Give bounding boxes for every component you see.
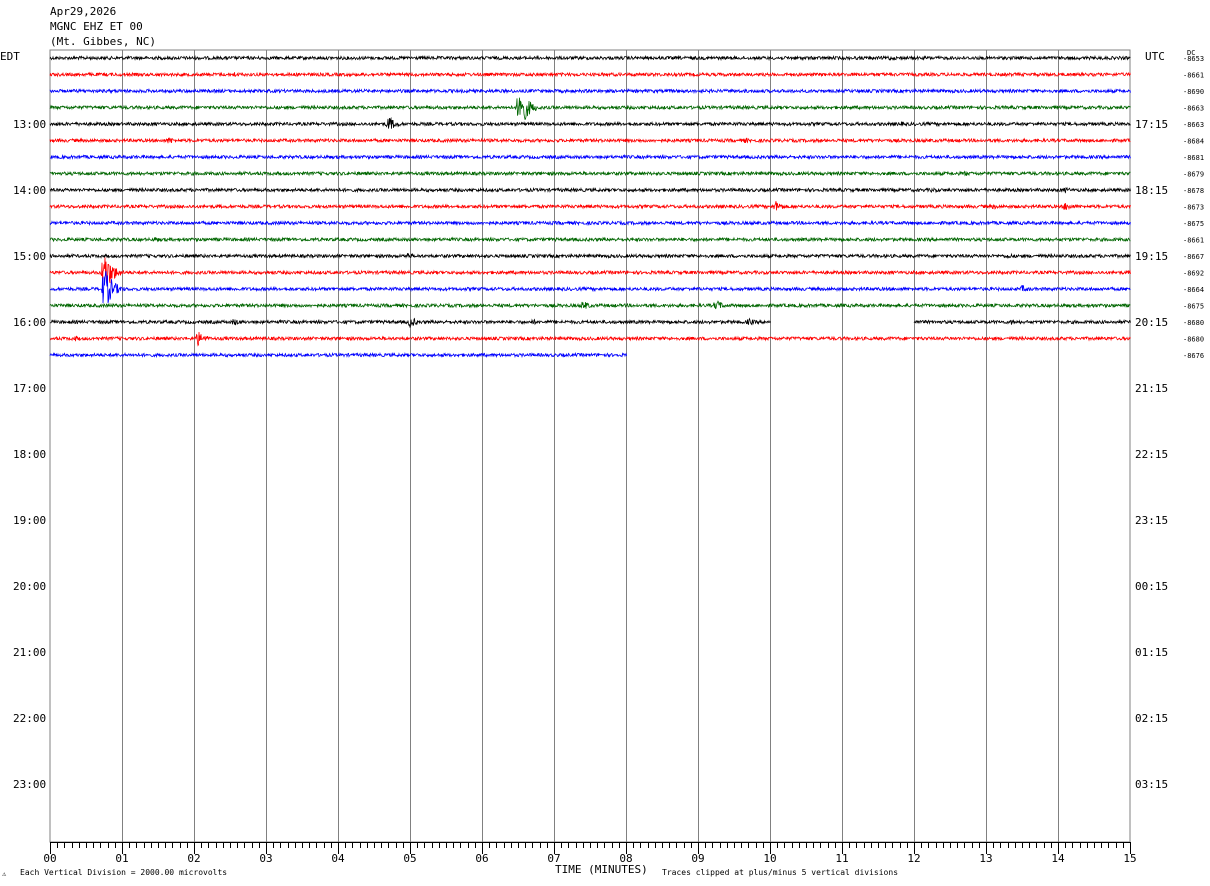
edt-zone-label: EDT [0,50,20,63]
dc-offset-label: -8690 [1183,88,1204,96]
x-tick-label: 11 [835,852,848,865]
edt-hour-label: 17:00 [13,382,46,395]
utc-hour-label: 20:15 [1135,316,1168,329]
seismic-traces [49,54,1131,359]
edt-hour-label: 15:00 [13,250,46,263]
dc-offset-label: -8661 [1183,237,1204,245]
edt-hour-label: 13:00 [13,118,46,131]
dc-offset-label: -8679 [1183,171,1204,179]
dc-offset-label: -8680 [1183,319,1204,327]
dc-offset-label: -8678 [1183,187,1204,195]
utc-hour-label: 19:15 [1135,250,1168,263]
dc-offset-label: -8681 [1183,154,1204,162]
trace-line [49,87,1131,95]
x-tick-label: 14 [1051,852,1065,865]
edt-hour-label: 21:00 [13,646,46,659]
utc-hour-label: 01:15 [1135,646,1168,659]
dc-offset-label: -8661 [1183,72,1204,80]
x-axis: 00 01 02 03 04 05 06 07 08 09 10 11 12 13 14 15 [43,842,1137,865]
utc-hour-label: 02:15 [1135,712,1168,725]
station-label: MGNC EHZ ET 00 [50,20,143,33]
dc-offset-label: -8680 [1183,336,1204,344]
edt-hour-label: 14:00 [13,184,46,197]
x-tick-label: 03 [259,852,272,865]
edt-hour-label: 18:00 [13,448,46,461]
trace-line [913,318,1131,325]
x-tick-label: 07 [547,852,560,865]
utc-zone-label: UTC [1145,50,1165,63]
trace-line [49,219,1131,227]
dc-offset-label: -8653 [1183,55,1204,63]
vertical-division-note: Each Vertical Division = 2000.00 microvo… [20,868,228,877]
dc-offset-label: -8663 [1183,105,1204,113]
utc-hour-label: 21:15 [1135,382,1168,395]
trace-line [49,351,627,359]
dc-offset-label: -8673 [1183,204,1204,212]
trace-line [49,317,771,328]
edt-hour-label: 19:00 [13,514,46,527]
x-axis-label: TIME (MINUTES) [555,863,648,876]
trace-line [49,201,1131,211]
location-label: (Mt. Gibbes, NC) [50,35,156,48]
dc-offset-label: -8667 [1183,253,1204,261]
warning-icon: ⚠ [2,870,7,878]
trace-line [49,116,1131,129]
x-tick-label: 09 [691,852,704,865]
trace-line [49,257,1131,287]
dc-offset-label: -8663 [1183,121,1204,129]
dc-offset-label: -8664 [1183,286,1204,294]
x-tick-label: 06 [475,852,488,865]
edt-hour-label: 16:00 [13,316,46,329]
trace-line [49,236,1131,243]
trace-line [49,252,1131,260]
date-label: Apr29,2026 [50,5,117,18]
x-tick-label: 01 [115,852,128,865]
utc-hour-label: 17:15 [1135,118,1168,131]
edt-hour-label: 20:00 [13,580,46,593]
clipping-note: Traces clipped at plus/minus 5 vertical … [662,868,899,877]
utc-hour-label: 18:15 [1135,184,1168,197]
trace-line [49,71,1131,78]
x-tick-label: 15 [1123,852,1136,865]
grid-lines [49,49,1131,843]
trace-line [49,97,1131,121]
edt-hour-label: 22:00 [13,712,46,725]
utc-hour-label: 00:15 [1135,580,1168,593]
x-tick-label: 02 [187,852,200,865]
x-tick-label: 10 [763,852,776,865]
dc-offset-label: -8675 [1183,220,1204,228]
trace-line [49,271,1131,304]
edt-hour-label: 23:00 [13,778,46,791]
trace-line [49,331,1131,347]
dc-offset-label: -8675 [1183,303,1204,311]
x-tick-label: 00 [43,852,56,865]
trace-line [49,186,1131,194]
utc-hour-label: 22:15 [1135,448,1168,461]
x-tick-label: 08 [619,852,632,865]
trace-line [49,300,1131,310]
trace-line [49,136,1131,144]
x-tick-label: 12 [907,852,920,865]
utc-hour-label: 03:15 [1135,778,1168,791]
x-tick-label: 04 [331,852,345,865]
x-tick-label: 13 [979,852,992,865]
plot-frame [49,49,1131,843]
dc-offset-label: -8676 [1183,352,1204,360]
dc-offset-label: -8684 [1183,138,1204,146]
trace-line [49,54,1131,62]
trace-line [50,153,1131,161]
dc-offset-label: -8692 [1183,270,1204,278]
time-labels: -8653 -8661 -8690 -8663 -8663 -8684 -8681 -8679… [13,55,1204,791]
x-tick-label: 05 [403,852,416,865]
dc-label: DC [1187,49,1196,57]
utc-hour-label: 23:15 [1135,514,1168,527]
trace-line [49,170,1131,177]
